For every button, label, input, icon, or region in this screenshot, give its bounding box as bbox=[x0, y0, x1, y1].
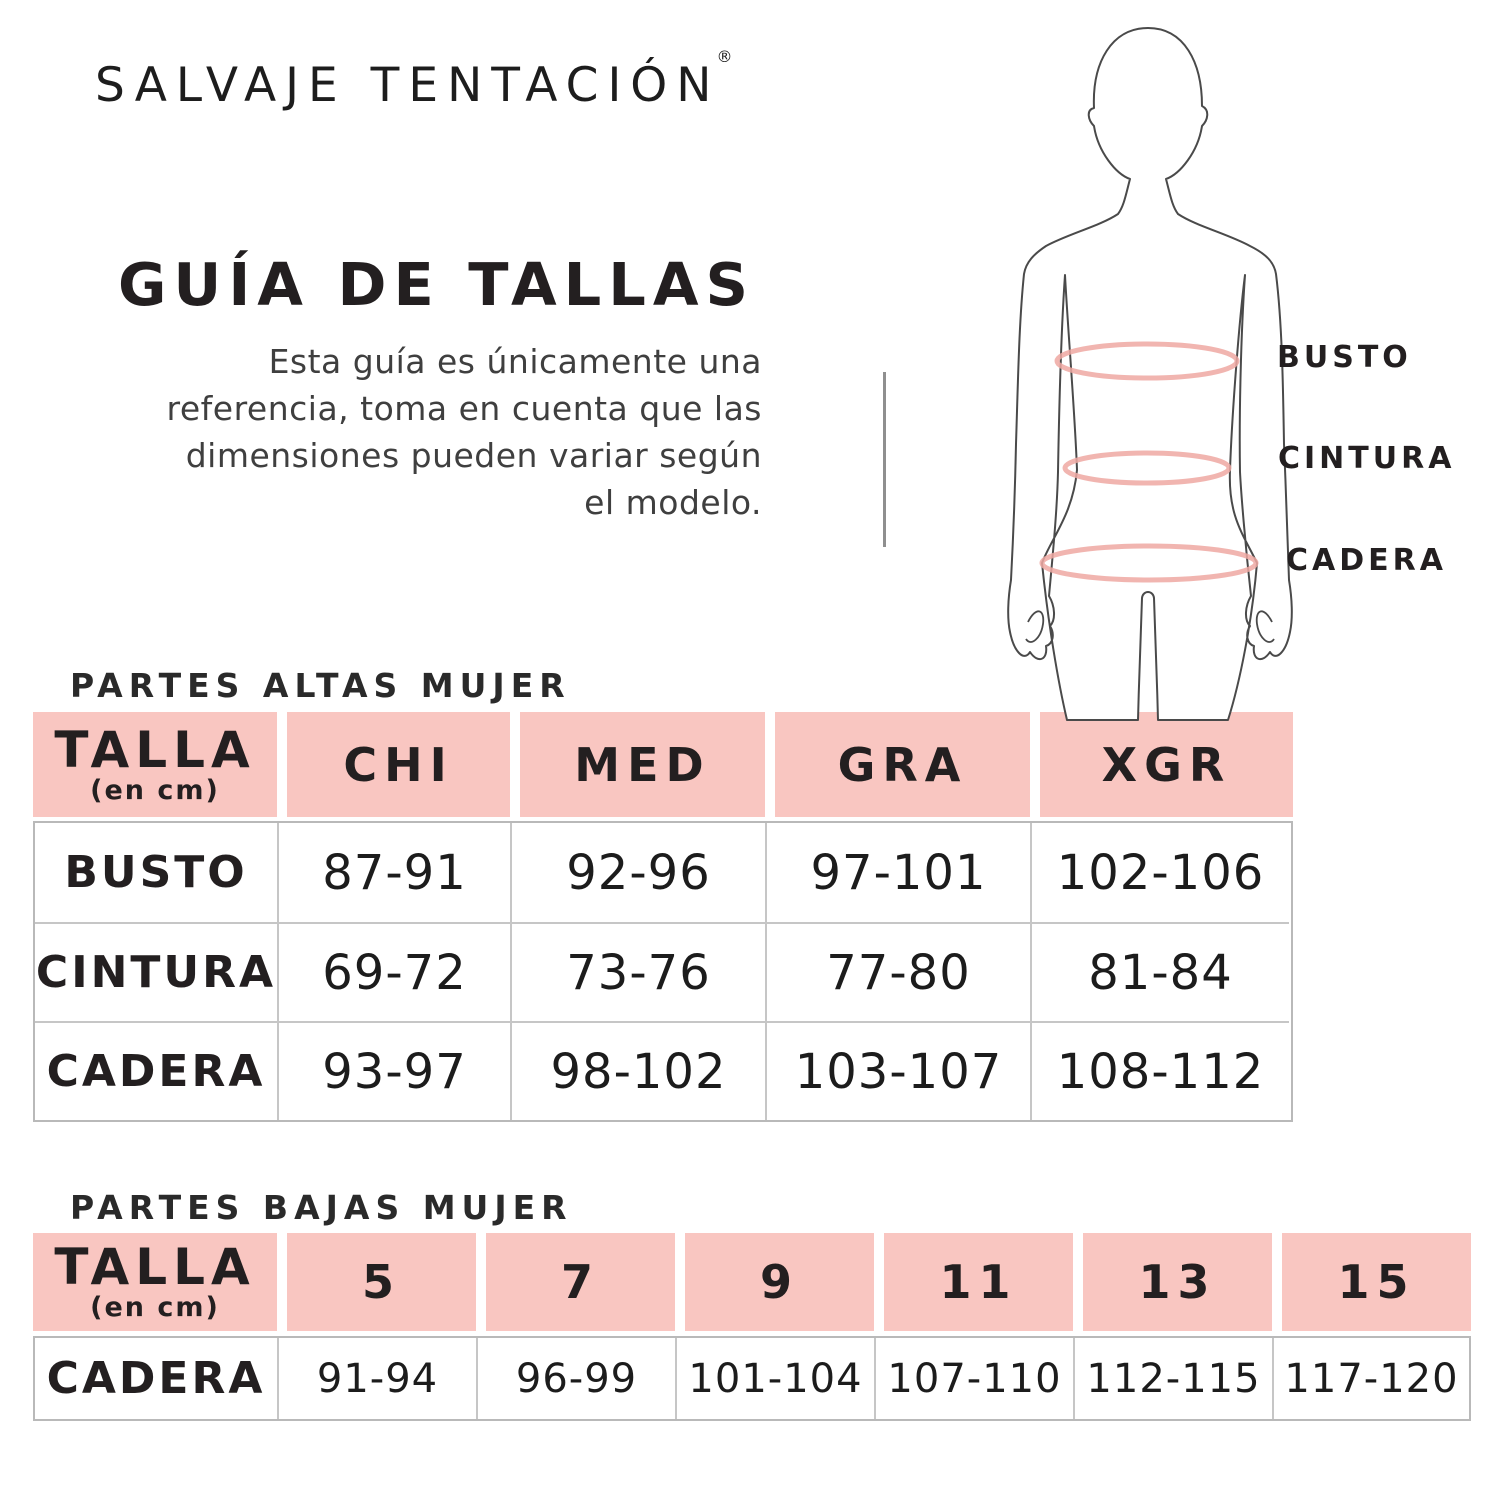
description-line: Esta guía es únicamente una bbox=[268, 342, 762, 381]
table-bottoms-header: TALLA (en cm) 5 7 9 11 13 15 bbox=[33, 1233, 1471, 1331]
table-cell: 107-110 bbox=[874, 1338, 1073, 1419]
vertical-divider bbox=[883, 372, 886, 547]
table-cell: 108-112 bbox=[1030, 1021, 1289, 1120]
column-header-7: 7 bbox=[476, 1233, 675, 1331]
row-label-cadera: CADERA bbox=[35, 1338, 277, 1419]
column-header-15: 15 bbox=[1272, 1233, 1471, 1331]
column-header-11: 11 bbox=[874, 1233, 1073, 1331]
description-line: el modelo. bbox=[584, 483, 762, 522]
table-cell: 73-76 bbox=[510, 922, 765, 1021]
table-cell: 101-104 bbox=[675, 1338, 874, 1419]
table-cell: 96-99 bbox=[476, 1338, 675, 1419]
row-label-cintura: CINTURA bbox=[35, 922, 277, 1021]
brand-logo: SALVAJE TENTACIÓN® bbox=[95, 47, 736, 113]
right-thumb-line bbox=[1255, 610, 1275, 643]
table-cell: 87-91 bbox=[277, 823, 510, 922]
section-title-partes-altas: PARTES ALTAS MUJER bbox=[70, 666, 571, 705]
talla-title: TALLA bbox=[54, 720, 256, 779]
row-label-busto: BUSTO bbox=[35, 823, 277, 922]
cadera-label: CADERA bbox=[1286, 543, 1447, 578]
column-header-5: 5 bbox=[277, 1233, 476, 1331]
talla-title: TALLA bbox=[54, 1238, 256, 1296]
female-silhouette-svg bbox=[1007, 27, 1293, 721]
talla-unit: (en cm) bbox=[90, 1292, 220, 1323]
talla-header-cell: TALLA (en cm) bbox=[33, 712, 277, 817]
column-header-9: 9 bbox=[675, 1233, 874, 1331]
table-cell: 117-120 bbox=[1272, 1338, 1469, 1419]
table-cell: 112-115 bbox=[1073, 1338, 1272, 1419]
talla-header-cell: TALLA (en cm) bbox=[33, 1233, 277, 1331]
column-header-gra: GRA bbox=[765, 712, 1030, 817]
cintura-label: CINTURA bbox=[1278, 441, 1456, 476]
table-cell: 77-80 bbox=[765, 922, 1030, 1021]
table-cell: 81-84 bbox=[1030, 922, 1289, 1021]
brand-name: SALVAJE TENTACIÓN bbox=[95, 58, 721, 113]
table-cell: 103-107 bbox=[765, 1021, 1030, 1120]
talla-unit: (en cm) bbox=[90, 774, 220, 806]
table-cell: 93-97 bbox=[277, 1021, 510, 1120]
table-cell: 92-96 bbox=[510, 823, 765, 922]
registered-mark-icon: ® bbox=[716, 47, 733, 67]
waist-measure-line bbox=[1062, 450, 1232, 486]
busto-label: BUSTO bbox=[1277, 340, 1412, 375]
table-cell: 97-101 bbox=[765, 823, 1030, 922]
table-cell: 91-94 bbox=[277, 1338, 476, 1419]
column-header-med: MED bbox=[510, 712, 765, 817]
table-tops-body: BUSTO 87-91 92-96 97-101 102-106 CINTURA… bbox=[33, 821, 1293, 1122]
section-title-partes-bajas: PARTES BAJAS MUJER bbox=[70, 1188, 573, 1227]
body-outline bbox=[1007, 27, 1293, 721]
description-line: dimensiones pueden variar según bbox=[185, 436, 762, 475]
column-header-13: 13 bbox=[1073, 1233, 1272, 1331]
table-cell: 102-106 bbox=[1030, 823, 1289, 922]
table-bottoms-body: CADERA 91-94 96-99 101-104 107-110 112-1… bbox=[33, 1336, 1471, 1421]
size-table-bottoms: TALLA (en cm) 5 7 9 11 13 15 CADERA 91-9… bbox=[33, 1233, 1471, 1421]
hip-measure-line bbox=[1039, 543, 1259, 583]
page-title: GUÍA DE TALLAS bbox=[118, 250, 755, 319]
left-thumb-line bbox=[1025, 610, 1045, 643]
size-table-tops: TALLA (en cm) CHI MED GRA XGR BUSTO 87-9… bbox=[33, 712, 1293, 1122]
table-cell: 69-72 bbox=[277, 922, 510, 1021]
column-header-chi: CHI bbox=[277, 712, 510, 817]
bust-measure-line bbox=[1054, 341, 1240, 381]
guide-description: Esta guía es únicamente una referencia, … bbox=[88, 338, 762, 526]
column-header-xgr: XGR bbox=[1030, 712, 1293, 817]
table-cell: 98-102 bbox=[510, 1021, 765, 1120]
row-label-cadera: CADERA bbox=[35, 1021, 277, 1120]
description-line: referencia, toma en cuenta que las bbox=[166, 389, 762, 428]
table-tops-header: TALLA (en cm) CHI MED GRA XGR bbox=[33, 712, 1293, 817]
